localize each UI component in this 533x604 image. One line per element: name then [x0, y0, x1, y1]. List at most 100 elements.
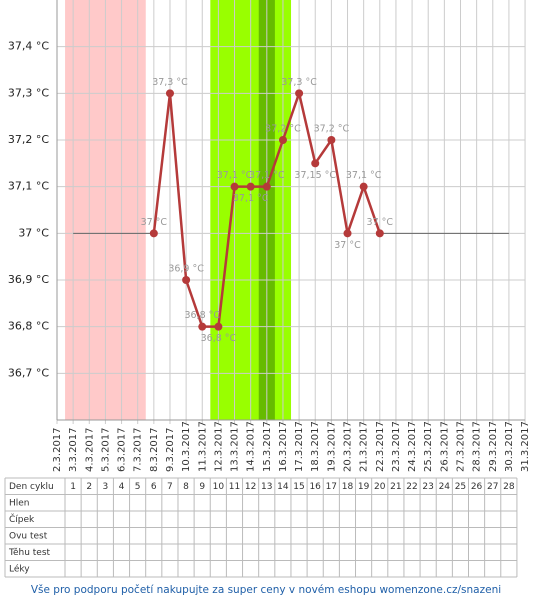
- temperature-point: [214, 322, 223, 331]
- x-tick-label: 11.3.2017: [197, 421, 208, 472]
- x-tick-label: 18.3.2017: [310, 421, 321, 472]
- footer-link[interactable]: Vše pro podporu početí nakupujte za supe…: [31, 584, 501, 596]
- y-tick-label: 37,2 °C: [8, 133, 49, 146]
- value-label: 37 °C: [141, 217, 168, 228]
- y-tick-label: 36,7 °C: [8, 366, 49, 379]
- day-number: 23: [422, 482, 433, 492]
- temperature-point: [262, 182, 271, 191]
- x-tick-label: 24.3.2017: [407, 421, 418, 472]
- x-tick-label: 29.3.2017: [488, 421, 499, 472]
- day-number: 16: [309, 482, 321, 492]
- day-number: 20: [374, 482, 386, 492]
- x-tick-label: 5.3.2017: [100, 427, 111, 472]
- y-tick-label: 37,4 °C: [8, 40, 49, 53]
- y-tick-label: 36,9 °C: [8, 273, 49, 286]
- x-tick-label: 20.3.2017: [343, 421, 354, 472]
- row-label: Čípek: [9, 513, 35, 525]
- day-number: 5: [135, 482, 141, 492]
- value-label: 36,8 °C: [184, 310, 220, 321]
- day-number: 2: [86, 482, 92, 492]
- temperature-point: [182, 276, 191, 284]
- temperature-point: [198, 322, 207, 331]
- day-number: 4: [119, 482, 125, 492]
- x-tick-label: 26.3.2017: [439, 421, 450, 472]
- day-number: 1: [70, 482, 76, 492]
- day-number: 3: [102, 482, 108, 492]
- x-tick-label: 21.3.2017: [359, 421, 370, 472]
- day-number: 13: [261, 482, 272, 492]
- row-label: Hlen: [9, 498, 30, 508]
- day-number: 12: [245, 482, 256, 492]
- y-tick-label: 36,8 °C: [8, 320, 49, 333]
- value-label: 37,1 °C: [346, 170, 382, 181]
- day-number: 25: [455, 482, 466, 492]
- day-number: 9: [199, 482, 205, 492]
- temperature-point: [149, 229, 158, 238]
- x-tick-label: 14.3.2017: [246, 421, 257, 472]
- value-label: 37,3 °C: [152, 77, 188, 88]
- day-number: 6: [151, 482, 157, 492]
- x-tick-label: 7.3.2017: [133, 427, 144, 472]
- value-label: 37 °C: [367, 217, 394, 228]
- value-label: 37,1 °C: [249, 170, 285, 181]
- day-number: 15: [293, 482, 304, 492]
- temperature-point: [165, 89, 174, 98]
- row-label: Léky: [9, 563, 30, 574]
- day-number: 27: [487, 482, 498, 492]
- x-tick-label: 8.3.2017: [149, 427, 160, 472]
- day-number: 28: [503, 482, 515, 492]
- y-tick-label: 37,1 °C: [8, 180, 49, 193]
- x-tick-label: 28.3.2017: [472, 421, 483, 472]
- day-number: 18: [342, 482, 354, 492]
- value-label: 37,2 °C: [265, 124, 301, 135]
- temperature-point: [375, 229, 384, 238]
- day-number: 8: [183, 482, 189, 492]
- x-tick-label: 9.3.2017: [165, 427, 176, 472]
- day-number: 19: [358, 482, 370, 492]
- x-tick-label: 19.3.2017: [326, 421, 337, 472]
- x-tick-label: 23.3.2017: [391, 421, 402, 472]
- temperature-point: [343, 229, 352, 238]
- value-label: 37,3 °C: [281, 77, 317, 88]
- y-tick-label: 37 °C: [18, 226, 49, 239]
- x-tick-label: 6.3.2017: [117, 427, 128, 472]
- value-label: 37,15 °C: [294, 170, 336, 181]
- value-label: 36,9 °C: [168, 264, 204, 275]
- value-label: 36,8 °C: [201, 333, 237, 344]
- value-label: 37 °C: [334, 240, 361, 251]
- x-tick-label: 15.3.2017: [262, 421, 273, 472]
- row-label: Těhu test: [8, 548, 51, 558]
- temperature-point: [278, 136, 287, 144]
- temperature-point: [295, 89, 304, 98]
- x-tick-label: 25.3.2017: [423, 421, 434, 472]
- x-tick-label: 13.3.2017: [230, 421, 241, 472]
- table-header: Den cyklu: [9, 482, 54, 492]
- temperature-point: [327, 136, 336, 144]
- value-label: 37,2 °C: [314, 124, 350, 135]
- x-tick-label: 22.3.2017: [375, 421, 386, 472]
- temperature-point: [230, 182, 239, 191]
- day-number: 22: [406, 482, 417, 492]
- day-number: 26: [471, 482, 483, 492]
- x-tick-label: 31.3.2017: [520, 421, 531, 472]
- x-tick-label: 16.3.2017: [278, 421, 289, 472]
- temperature-point: [311, 159, 320, 168]
- x-tick-label: 10.3.2017: [181, 421, 192, 472]
- day-number: 24: [439, 482, 451, 492]
- temperature-point: [359, 182, 368, 191]
- x-tick-label: 27.3.2017: [456, 421, 467, 472]
- day-number: 17: [326, 482, 337, 492]
- row-label: Ovu test: [9, 531, 48, 541]
- day-number: 10: [213, 482, 225, 492]
- value-label: 37,1 °C: [217, 170, 253, 181]
- temperature-point: [246, 182, 255, 191]
- day-number: 14: [277, 482, 289, 492]
- day-number: 11: [229, 482, 240, 492]
- x-tick-label: 17.3.2017: [294, 421, 305, 472]
- x-tick-label: 3.3.2017: [68, 427, 79, 472]
- y-tick-label: 37,3 °C: [8, 86, 49, 99]
- value-label: 37,1 °C: [233, 193, 269, 204]
- day-number: 21: [390, 482, 401, 492]
- x-tick-label: 12.3.2017: [213, 421, 224, 472]
